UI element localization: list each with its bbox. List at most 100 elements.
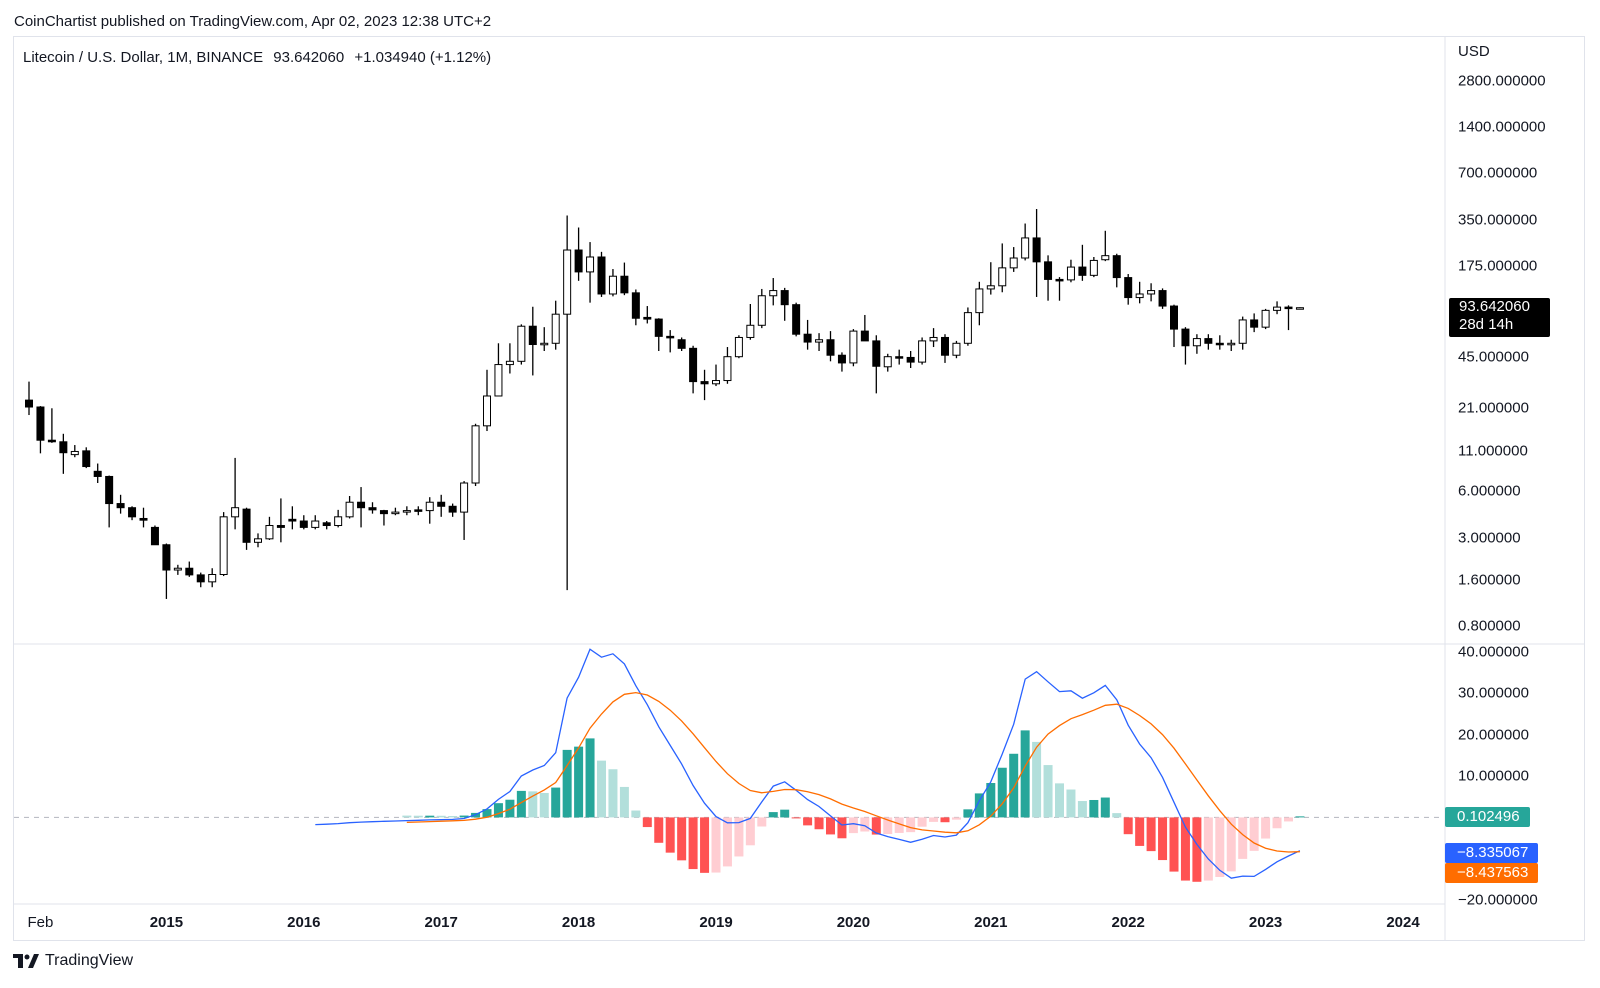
candle	[59, 433, 68, 474]
candle-body	[276, 525, 285, 528]
candle-body	[551, 313, 560, 344]
macd-histogram-bar	[1077, 801, 1087, 818]
candle	[837, 352, 846, 372]
tradingview-logo[interactable]: TradingView	[13, 952, 133, 970]
candle	[1078, 244, 1087, 281]
candle	[597, 251, 606, 297]
macd-histogram-bar	[860, 817, 870, 832]
macd-histogram-bar	[1146, 817, 1156, 852]
candle-body	[483, 395, 491, 427]
candle	[551, 300, 560, 350]
price-axis-tick: 1400.000000	[1458, 118, 1546, 136]
candle	[643, 306, 652, 324]
candle	[563, 215, 572, 591]
candle-body	[986, 285, 995, 290]
candle	[689, 345, 698, 394]
candle	[608, 269, 617, 297]
candle	[895, 349, 904, 365]
candle	[757, 288, 766, 329]
candle	[185, 561, 194, 577]
macd-histogram-bar	[1043, 765, 1053, 818]
candle-body	[288, 518, 297, 522]
candle-body	[998, 267, 1007, 287]
price-axis-tick: 6.000000	[1458, 482, 1521, 500]
macd-axis-tick: 30.000000	[1458, 684, 1529, 702]
candle-body	[608, 275, 617, 295]
macd-histogram-bar	[425, 815, 435, 818]
time-axis-tick: 2015	[149, 914, 184, 931]
macd-histogram-bar	[585, 738, 595, 818]
publish-info: CoinChartist published on TradingView.co…	[14, 13, 492, 30]
candle-body	[1261, 309, 1270, 328]
candle	[116, 494, 125, 514]
candle-body	[746, 324, 755, 338]
price-axis-tick: 3.000000	[1458, 529, 1521, 547]
candle-body	[654, 318, 663, 337]
candle-body	[47, 439, 56, 443]
macd-histogram-bar	[528, 791, 538, 818]
candle	[208, 568, 217, 588]
candle-body	[254, 538, 262, 543]
candle-body	[242, 508, 251, 543]
candle	[494, 343, 503, 397]
candle	[1261, 308, 1270, 330]
macd-histogram-bar	[642, 817, 652, 828]
candle	[620, 262, 629, 296]
candle-body	[162, 544, 171, 571]
candle	[70, 445, 79, 458]
macd-histogram-bar	[700, 817, 710, 873]
candle-body	[116, 503, 125, 509]
signal-line	[406, 691, 1300, 853]
candle-body	[883, 356, 892, 368]
candle-body	[1158, 290, 1167, 307]
macd-histogram-bar	[1203, 817, 1213, 881]
candle	[1204, 334, 1213, 350]
macd-histogram-bar	[929, 817, 939, 822]
macd-histogram-bar	[608, 769, 618, 818]
legend-last: 93.642060	[273, 49, 345, 66]
macd-histogram-bar	[894, 817, 904, 833]
price-axis-tick: 2800.000000	[1458, 72, 1546, 90]
candle-body	[368, 507, 377, 511]
time-axis-tick: 2023	[1248, 914, 1283, 931]
macd-histogram-bar	[402, 815, 412, 818]
candle-body	[448, 505, 457, 513]
candle-body	[826, 339, 835, 356]
candle	[780, 287, 789, 321]
candle	[540, 327, 549, 352]
candle-body	[769, 290, 778, 297]
macd-histogram-bar	[1249, 817, 1259, 851]
candle	[712, 364, 720, 387]
candle-body	[460, 482, 469, 513]
macd-histogram-bar	[711, 817, 721, 873]
candle-body	[1135, 293, 1144, 299]
candle-body	[1055, 278, 1064, 282]
symbol-legend[interactable]: Litecoin / U.S. Dollar, 1M, BINANCE 93.6…	[23, 49, 497, 66]
macd-histogram-bar	[688, 817, 698, 870]
macd-histogram-bar	[757, 817, 767, 827]
time-axis-tick: 2022	[1111, 914, 1145, 931]
candle-body	[231, 507, 240, 518]
candle-body	[36, 406, 45, 441]
macd-histogram-bar	[826, 817, 835, 835]
candle	[322, 521, 331, 530]
macd-histogram-bar	[1226, 817, 1236, 872]
macd-histogram-bar	[436, 815, 446, 818]
legend-change: +1.034940 (+1.12%)	[354, 49, 492, 66]
macd-histogram-bar	[986, 783, 996, 818]
candle-body	[643, 316, 652, 320]
macd-pane	[315, 648, 1305, 882]
candle-body	[70, 450, 79, 456]
macd-histogram-bar	[482, 809, 492, 818]
macd-histogram-bar	[597, 760, 606, 818]
macd-histogram-bar	[1100, 797, 1110, 818]
currency-label: USD	[1458, 43, 1490, 60]
candle	[139, 507, 148, 528]
candle	[334, 509, 343, 528]
candle	[483, 369, 491, 432]
candle-body	[723, 356, 732, 382]
candle-body	[734, 336, 743, 358]
candle-body	[803, 333, 812, 343]
price-axis-tick: 700.000000	[1458, 164, 1538, 182]
